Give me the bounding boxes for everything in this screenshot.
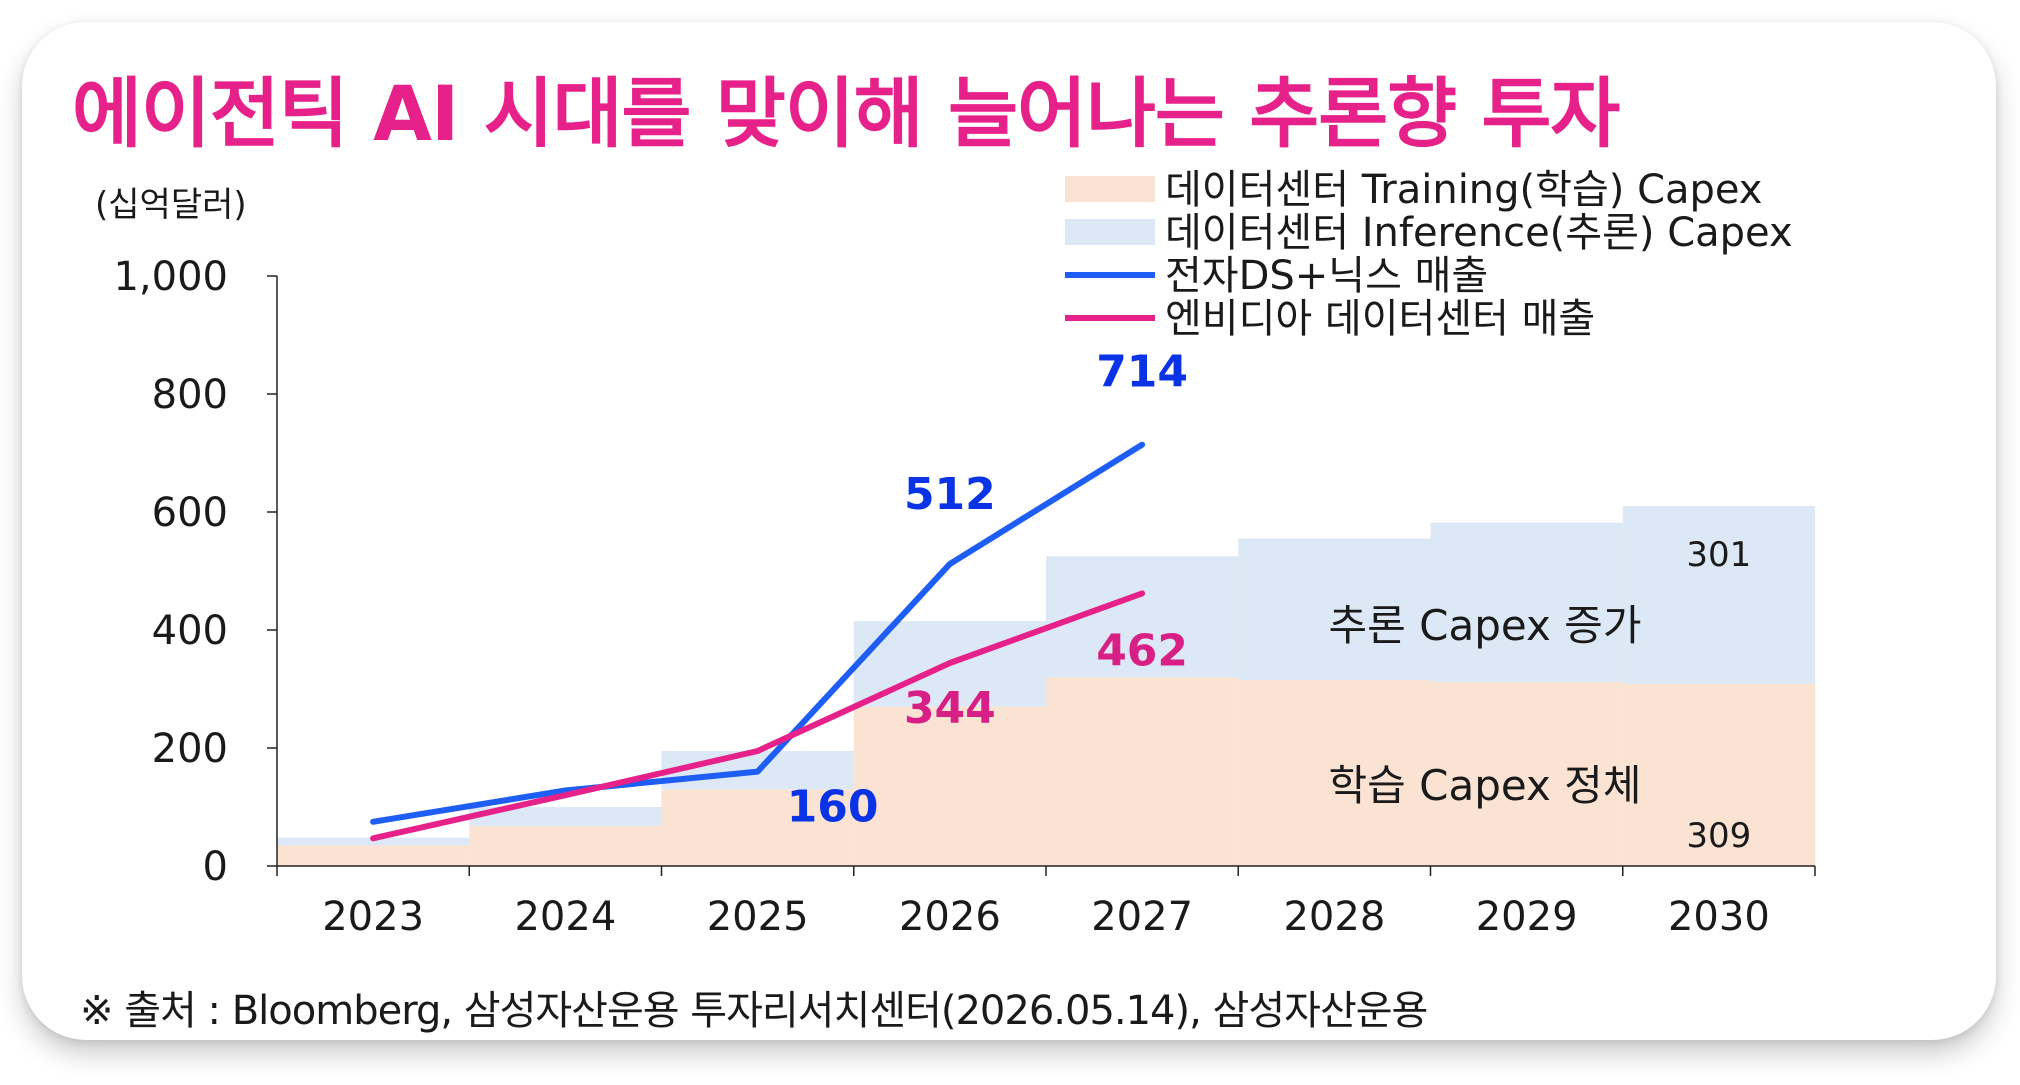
legend-label-nvidia: 엔비디아 데이터센터 매출: [1165, 296, 1595, 342]
x-tick-label: 2028: [1283, 894, 1385, 940]
bar-training-2026: [853, 706, 1047, 866]
y-tick-label: 800: [152, 372, 228, 418]
bar-inference-2028: [1238, 538, 1431, 681]
y-axis-unit-label: (십억달러): [95, 185, 247, 225]
data-label-160: 160: [787, 782, 879, 833]
line-nvidia-datacenter: [370, 590, 1146, 842]
bar-value-label-309: 309: [1686, 816, 1751, 856]
bar-value-label-301: 301: [1686, 535, 1751, 575]
bar-training-2028: [1238, 680, 1431, 866]
y-tick-label: 200: [152, 726, 228, 772]
legend-label-electronics: 전자DS+닉스 매출: [1165, 253, 1488, 299]
data-label-714: 714: [1096, 347, 1188, 398]
bar-inference-2024: [469, 807, 662, 826]
legend-swatch-inference: [1065, 219, 1155, 245]
x-tick-label: 2024: [514, 894, 616, 940]
bar-inference-2029: [1430, 522, 1623, 682]
y-tick-label: 400: [152, 608, 228, 654]
source-note: ※ 출처 : Bloomberg, 삼성자산운용 투자리서치센터(2026.05…: [80, 988, 1428, 1034]
x-tick-label: 2027: [1091, 894, 1193, 940]
bar-training-2023: [277, 845, 470, 866]
y-tick-label: 1,000: [113, 254, 228, 300]
bar-inference-2030: [1622, 506, 1816, 684]
x-tick-label: 2029: [1476, 894, 1578, 940]
x-tick-label: 2026: [899, 894, 1001, 940]
bar-training-2030: [1622, 683, 1816, 866]
y-tick-label: 0: [203, 844, 228, 890]
data-label-462: 462: [1096, 625, 1188, 676]
x-tick-label: 2023: [322, 894, 424, 940]
x-tick-label: 2030: [1668, 894, 1770, 940]
bar-training-2024: [469, 825, 662, 866]
line-electronics-ds-hynix: [370, 441, 1146, 825]
bars-layer: [277, 506, 1816, 866]
axes-layer: 0 200 400 600 800 1,000 2023 2024 2025 2026 2027 20…: [95, 185, 1816, 940]
annotation-inference-increase: 추론 Capex 증가: [1329, 601, 1642, 650]
chart-title: 에이전틱 AI 시대를 맞이해 늘어나는 추론향 투자: [72, 69, 1620, 158]
x-tick-label: 2025: [707, 894, 809, 940]
annotation-training-stagnation: 학습 Capex 정체: [1329, 761, 1642, 810]
bar-inference-2023: [277, 837, 470, 846]
lines-layer: [370, 441, 1146, 842]
legend-swatch-training: [1065, 176, 1155, 202]
legend-label-inference: 데이터센터 Inference(추론) Capex: [1165, 210, 1793, 256]
bar-training-2027: [1046, 677, 1239, 866]
bar-training-2029: [1430, 681, 1623, 866]
bar-training-2025: [661, 789, 854, 866]
data-label-344: 344: [904, 683, 996, 734]
y-tick-label: 600: [152, 490, 228, 536]
legend-label-training: 데이터센터 Training(학습) Capex: [1165, 167, 1762, 213]
data-label-512: 512: [904, 469, 996, 520]
